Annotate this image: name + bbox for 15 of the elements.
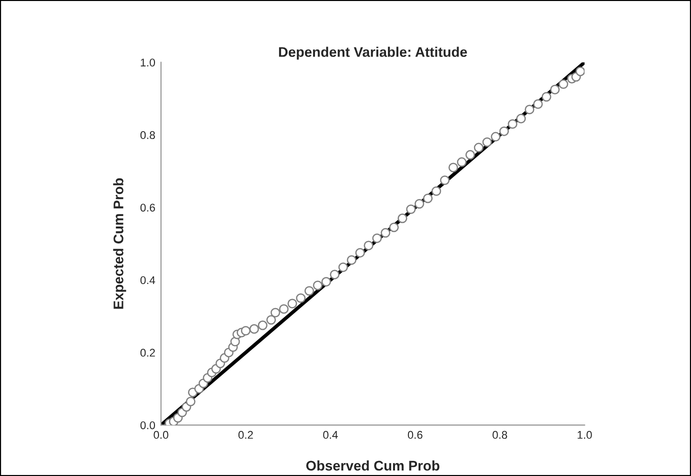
y-tick-label: 0.6 (140, 204, 155, 212)
x-axis-title: Observed Cum Prob (306, 460, 440, 471)
chart-title: Dependent Variable: Attitude (279, 46, 467, 60)
x-tick-label: 0.0 (154, 430, 168, 439)
x-tick-label: 0.2 (238, 430, 253, 439)
y-tick-label: 0.0 (140, 421, 156, 430)
y-tick-label: 1.0 (140, 58, 156, 66)
x-tick-label: 0.8 (492, 430, 508, 439)
y-tick-label: 0.4 (140, 276, 156, 284)
x-tick-label: 0.6 (408, 430, 422, 439)
y-tick-label: 0.2 (140, 348, 155, 357)
x-tick-label: 1.0 (578, 430, 592, 439)
y-axis-title: Expected Cum Prob (113, 178, 126, 309)
y-tick-label: 0.8 (140, 131, 155, 140)
x-tick-label: 0.4 (323, 430, 338, 439)
